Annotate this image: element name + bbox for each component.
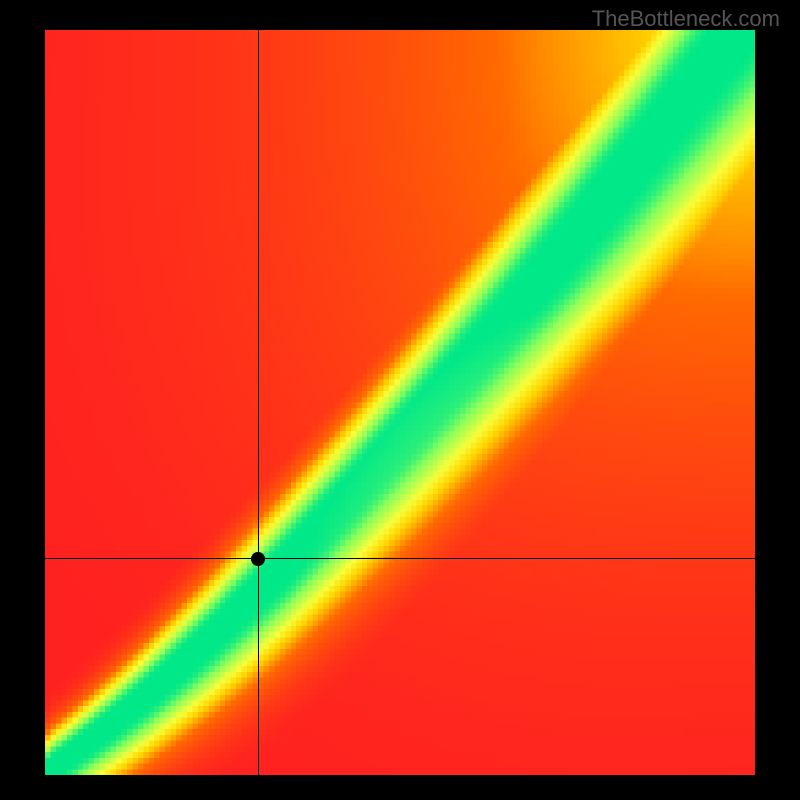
heatmap-canvas: [45, 30, 755, 775]
heatmap-plot: [45, 30, 755, 775]
watermark-text: TheBottleneck.com: [592, 6, 780, 32]
chart-frame: TheBottleneck.com: [0, 0, 800, 800]
crosshair-dot: [251, 552, 265, 566]
crosshair-horizontal: [45, 558, 755, 559]
crosshair-vertical: [258, 30, 259, 775]
